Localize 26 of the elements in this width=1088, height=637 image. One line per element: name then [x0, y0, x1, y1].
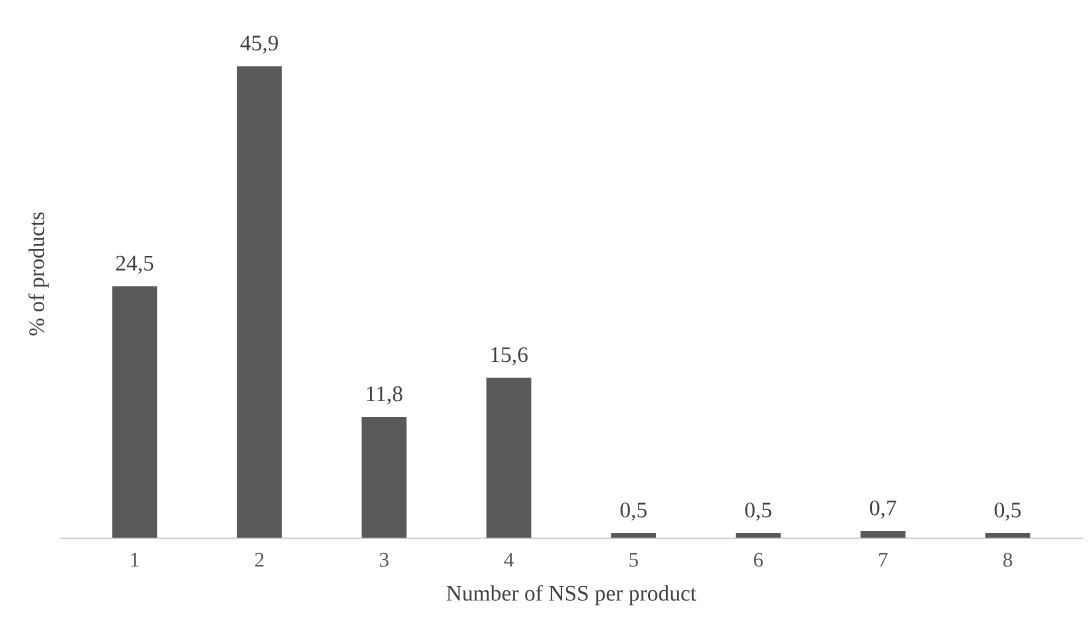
bar	[860, 531, 906, 539]
data-label: 11,8	[367, 386, 403, 405]
x-tick-label: 1	[131, 552, 139, 567]
x-axis-title: Number of NSS per product	[446, 584, 697, 606]
x-tick-label: 7	[879, 552, 888, 567]
x-tick-label: 3	[379, 552, 389, 567]
bar	[486, 377, 532, 539]
bar	[361, 416, 407, 539]
bar	[735, 533, 781, 539]
data-label: 15,6	[491, 347, 528, 366]
x-tick-label: 5	[629, 552, 638, 567]
y-axis-title: % of products	[28, 212, 49, 336]
data-label: 0,7	[869, 500, 897, 519]
x-tick-label: 2	[255, 552, 264, 567]
data-label: 45,9	[240, 35, 278, 54]
bar	[611, 533, 657, 539]
data-label: 24,5	[116, 255, 154, 274]
bar	[236, 66, 282, 539]
x-tick-label: 8	[1003, 552, 1013, 567]
data-label: 0,5	[994, 502, 1021, 521]
x-tick-label: 4	[504, 552, 514, 567]
bar	[112, 286, 158, 539]
data-label: 0,5	[620, 502, 647, 521]
bar	[985, 533, 1031, 539]
data-label: 0,5	[745, 502, 772, 521]
x-tick-label: 6	[753, 552, 763, 567]
